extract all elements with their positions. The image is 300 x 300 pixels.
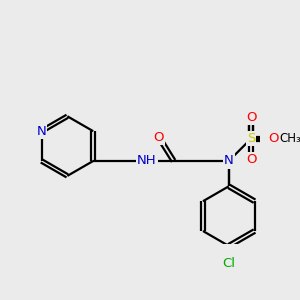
Text: O: O — [246, 111, 256, 124]
Text: O: O — [246, 153, 256, 166]
Text: O: O — [246, 110, 256, 123]
Text: NH: NH — [137, 154, 157, 167]
Text: O: O — [154, 130, 164, 144]
Text: CH₃: CH₃ — [280, 132, 300, 145]
Text: N: N — [37, 125, 46, 138]
Text: Cl: Cl — [222, 257, 235, 270]
Text: S: S — [247, 132, 255, 145]
Text: O: O — [268, 132, 279, 145]
Text: N: N — [224, 154, 234, 167]
